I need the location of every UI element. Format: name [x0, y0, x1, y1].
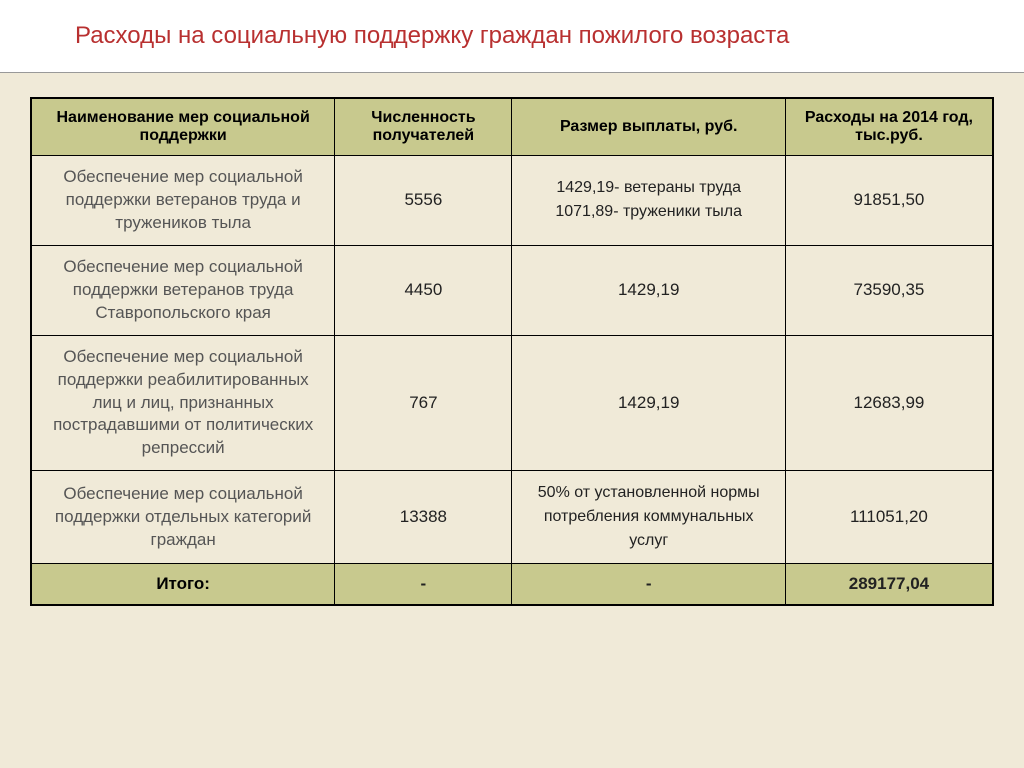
cell-count: 767: [335, 335, 512, 471]
col-header-expense: Расходы на 2014 год, тыс.руб.: [785, 98, 993, 156]
cell-payment: 1429,19: [512, 335, 785, 471]
col-header-count: Численность получателей: [335, 98, 512, 156]
table-row: Обеспечение мер социальной поддержки отд…: [31, 471, 993, 564]
cell-payment: 1429,19: [512, 245, 785, 335]
cell-total-expense: 289177,04: [785, 564, 993, 606]
expenses-table: Наименование мер социальной поддержки Чи…: [30, 97, 994, 606]
cell-expense: 73590,35: [785, 245, 993, 335]
cell-name: Обеспечение мер социальной поддержки реа…: [31, 335, 335, 471]
table-header-row: Наименование мер социальной поддержки Чи…: [31, 98, 993, 156]
cell-count: 13388: [335, 471, 512, 564]
cell-total-label: Итого:: [31, 564, 335, 606]
title-bar: Расходы на социальную поддержку граждан …: [0, 0, 1024, 73]
cell-total-count: -: [335, 564, 512, 606]
table-row: Обеспечение мер социальной поддержки вет…: [31, 156, 993, 246]
cell-expense: 12683,99: [785, 335, 993, 471]
cell-payment: 50% от установленной нормы потребления к…: [512, 471, 785, 564]
table-container: Наименование мер социальной поддержки Чи…: [0, 73, 1024, 606]
cell-count: 4450: [335, 245, 512, 335]
cell-expense: 91851,50: [785, 156, 993, 246]
cell-count: 5556: [335, 156, 512, 246]
cell-expense: 111051,20: [785, 471, 993, 564]
cell-name: Обеспечение мер социальной поддержки отд…: [31, 471, 335, 564]
cell-name: Обеспечение мер социальной поддержки вет…: [31, 245, 335, 335]
cell-payment: 1429,19- ветераны труда1071,89- труженик…: [512, 156, 785, 246]
cell-name: Обеспечение мер социальной поддержки вет…: [31, 156, 335, 246]
table-body: Обеспечение мер социальной поддержки вет…: [31, 156, 993, 606]
page-title: Расходы на социальную поддержку граждан …: [75, 22, 954, 50]
table-row-total: Итого: - - 289177,04: [31, 564, 993, 606]
table-row: Обеспечение мер социальной поддержки реа…: [31, 335, 993, 471]
table-row: Обеспечение мер социальной поддержки вет…: [31, 245, 993, 335]
col-header-payment: Размер выплаты, руб.: [512, 98, 785, 156]
cell-total-payment: -: [512, 564, 785, 606]
col-header-name: Наименование мер социальной поддержки: [31, 98, 335, 156]
